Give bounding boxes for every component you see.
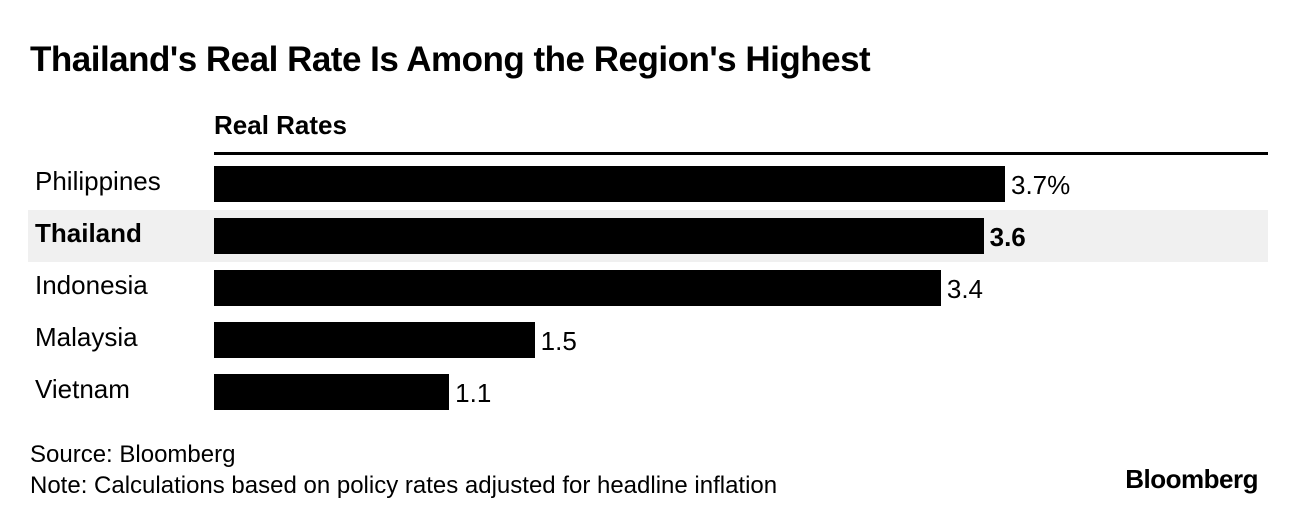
chart-title: Thailand's Real Rate Is Among the Region…: [30, 40, 871, 79]
category-label: Indonesia: [35, 270, 148, 300]
bar: [214, 166, 1005, 202]
bar: [214, 374, 450, 410]
data-label: 1.1: [455, 378, 492, 408]
category-label: Philippines: [35, 166, 161, 196]
data-label: 1.5: [540, 326, 577, 356]
category-label: Vietnam: [35, 374, 130, 404]
category-label: Malaysia: [35, 322, 138, 352]
bloomberg-logo: Bloomberg: [1125, 464, 1258, 494]
category-label: Thailand: [35, 218, 142, 248]
data-label: 3.6: [989, 222, 1026, 252]
bar: [214, 218, 984, 254]
header-rule: [214, 152, 1268, 155]
bar: [214, 322, 535, 358]
source-note: Source: Bloomberg: [30, 441, 236, 468]
methodology-note: Note: Calculations based on policy rates…: [30, 472, 778, 499]
data-label: 3.7%: [1011, 170, 1071, 200]
data-label: 3.4: [946, 274, 984, 304]
bar: [214, 270, 941, 306]
series-header: Real Rates: [214, 110, 347, 140]
